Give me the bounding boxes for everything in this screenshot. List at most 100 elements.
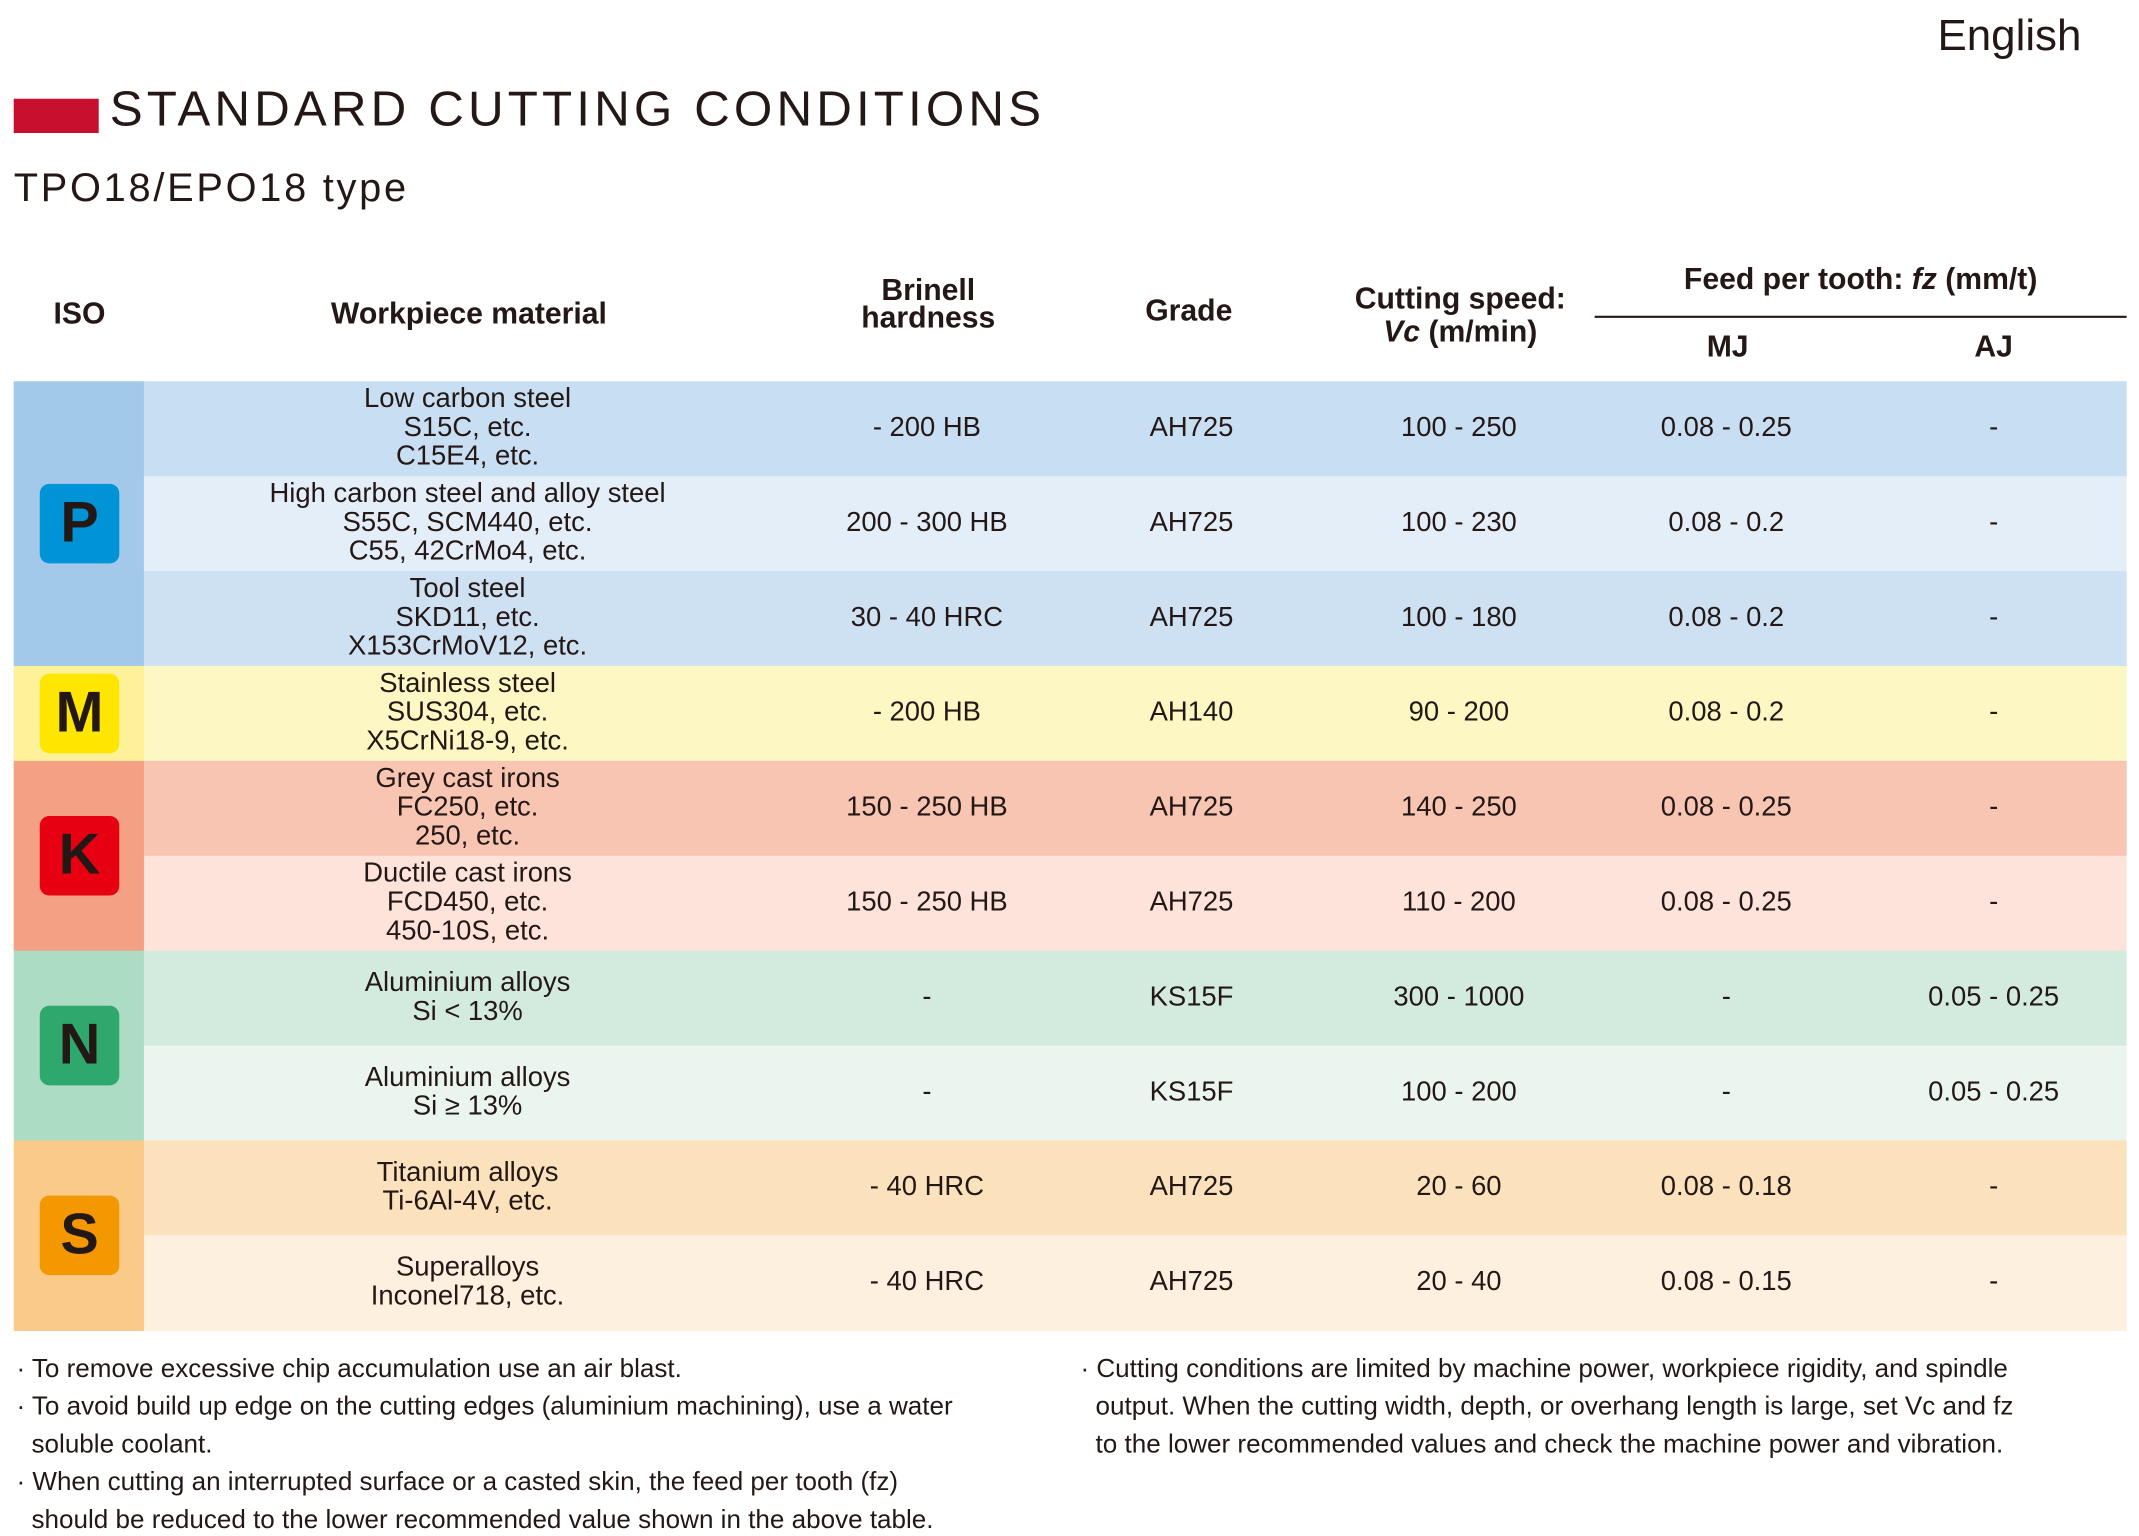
row-background bbox=[143, 855, 2127, 952]
material: S15C, etc. bbox=[404, 411, 532, 442]
header-material: Workpiece material bbox=[331, 297, 607, 330]
material: 450-10S, etc. bbox=[386, 914, 549, 945]
row-background bbox=[143, 1140, 2127, 1237]
mj: 0.08 - 0.25 bbox=[1661, 791, 1792, 822]
material: SUS304, etc. bbox=[387, 696, 548, 727]
iso-letter: N bbox=[59, 1013, 101, 1077]
aj: 0.05 - 0.25 bbox=[1928, 980, 2059, 1011]
material: Ti-6Al-4V, etc. bbox=[383, 1185, 553, 1216]
iso-badge bbox=[39, 1195, 120, 1276]
iso-letter: K bbox=[59, 823, 101, 887]
mj: 0.08 - 0.2 bbox=[1668, 696, 1784, 727]
header-feed: Feed per tooth: fz (mm/t) bbox=[1684, 263, 2037, 296]
note: · To remove excessive chip accumulation … bbox=[16, 1353, 681, 1383]
material: 250, etc. bbox=[415, 819, 520, 850]
grade: AH725 bbox=[1150, 506, 1234, 537]
header-iso: ISO bbox=[54, 297, 106, 330]
row-background bbox=[143, 760, 2127, 857]
mj: 0.08 - 0.15 bbox=[1661, 1265, 1792, 1296]
mj: 0.08 - 0.2 bbox=[1668, 601, 1784, 632]
hardness: - bbox=[922, 1075, 931, 1106]
iso-badge bbox=[39, 816, 120, 896]
iso-letter: M bbox=[56, 680, 104, 744]
header-feed-symbol: fz bbox=[1912, 263, 1937, 296]
mj: 0.08 - 0.2 bbox=[1668, 506, 1784, 537]
note: to the lower recommended values and chec… bbox=[1096, 1428, 2004, 1458]
aj: 0.05 - 0.25 bbox=[1928, 1075, 2059, 1106]
material: SKD11, etc. bbox=[395, 601, 539, 632]
material: Inconel718, etc. bbox=[371, 1279, 564, 1310]
material: Grey cast irons bbox=[375, 762, 559, 793]
hardness: - 200 HB bbox=[873, 411, 981, 442]
speed: 300 - 1000 bbox=[1393, 980, 1524, 1011]
speed: 100 - 230 bbox=[1401, 506, 1517, 537]
material: Aluminium alloys bbox=[365, 1061, 571, 1092]
hardness: - 200 HB bbox=[873, 696, 981, 727]
iso-badge bbox=[39, 483, 120, 564]
grade: AH140 bbox=[1150, 696, 1234, 727]
grade: AH725 bbox=[1150, 1170, 1234, 1201]
header-feed-label: Feed per tooth: bbox=[1684, 263, 1912, 296]
speed: 100 - 180 bbox=[1401, 601, 1517, 632]
iso-badge bbox=[39, 1005, 120, 1086]
mj: - bbox=[1722, 980, 1731, 1011]
header-speed: Cutting speed: bbox=[1355, 282, 1566, 315]
grade: AH725 bbox=[1150, 885, 1234, 916]
hardness: 150 - 250 HB bbox=[846, 885, 1007, 916]
header-aj: AJ bbox=[1974, 330, 2013, 363]
aj: - bbox=[1989, 601, 1998, 632]
note: soluble coolant. bbox=[32, 1428, 213, 1458]
header-mj: MJ bbox=[1707, 330, 1749, 363]
material: C55, 42CrMo4, etc. bbox=[349, 535, 587, 566]
hardness: 150 - 250 HB bbox=[846, 791, 1007, 822]
material: X5CrNi18-9, etc. bbox=[366, 724, 569, 755]
material: Ductile cast irons bbox=[363, 857, 572, 888]
language: English bbox=[1938, 11, 2082, 60]
material: Superalloys bbox=[396, 1251, 539, 1282]
note: output. When the cutting width, depth, o… bbox=[1096, 1391, 2014, 1421]
row-background bbox=[143, 476, 2127, 572]
speed: 100 - 250 bbox=[1401, 411, 1517, 442]
mj: 0.08 - 0.25 bbox=[1661, 885, 1792, 916]
speed: 140 - 250 bbox=[1401, 791, 1517, 822]
iso-letter: P bbox=[60, 491, 98, 555]
aj: - bbox=[1989, 506, 1998, 537]
hardness: - 40 HRC bbox=[870, 1170, 984, 1201]
hardness: 30 - 40 HRC bbox=[851, 601, 1003, 632]
mj: 0.08 - 0.18 bbox=[1661, 1170, 1792, 1201]
aj: - bbox=[1989, 791, 1998, 822]
speed: 90 - 200 bbox=[1409, 696, 1510, 727]
row-background bbox=[143, 1045, 2127, 1142]
note: · To avoid build up edge on the cutting … bbox=[16, 1391, 953, 1421]
grade: AH725 bbox=[1150, 791, 1234, 822]
header-hardness: Brinell bbox=[881, 274, 975, 307]
mj: 0.08 - 0.25 bbox=[1661, 411, 1792, 442]
speed: 110 - 200 bbox=[1402, 885, 1516, 916]
mj: - bbox=[1722, 1075, 1731, 1106]
material: Si < 13% bbox=[412, 995, 522, 1026]
hardness: 200 - 300 HB bbox=[846, 506, 1007, 537]
header-grade: Grade bbox=[1145, 295, 1232, 328]
hardness: - bbox=[922, 980, 931, 1011]
material: High carbon steel and alloy steel bbox=[270, 477, 666, 508]
speed: 20 - 40 bbox=[1416, 1265, 1501, 1296]
grade: AH725 bbox=[1150, 601, 1234, 632]
material: Si ≥ 13% bbox=[413, 1090, 522, 1121]
speed: 100 - 200 bbox=[1401, 1075, 1517, 1106]
aj: - bbox=[1989, 1265, 1998, 1296]
header-speed-symbol: Vc bbox=[1383, 315, 1420, 348]
row-background bbox=[143, 950, 2127, 1047]
header-speed: Vc (m/min) bbox=[1383, 315, 1537, 348]
grade: KS15F bbox=[1150, 980, 1234, 1011]
aj: - bbox=[1989, 1170, 1998, 1201]
material: X153CrMoV12, etc. bbox=[348, 630, 587, 661]
material: Aluminium alloys bbox=[365, 966, 571, 997]
header-hardness: hardness bbox=[861, 302, 995, 335]
aj: - bbox=[1989, 696, 1998, 727]
grade: AH725 bbox=[1150, 1265, 1234, 1296]
material: FC250, etc. bbox=[397, 791, 539, 822]
title: STANDARD CUTTING CONDITIONS bbox=[110, 81, 1045, 136]
material: Low carbon steel bbox=[364, 382, 571, 413]
